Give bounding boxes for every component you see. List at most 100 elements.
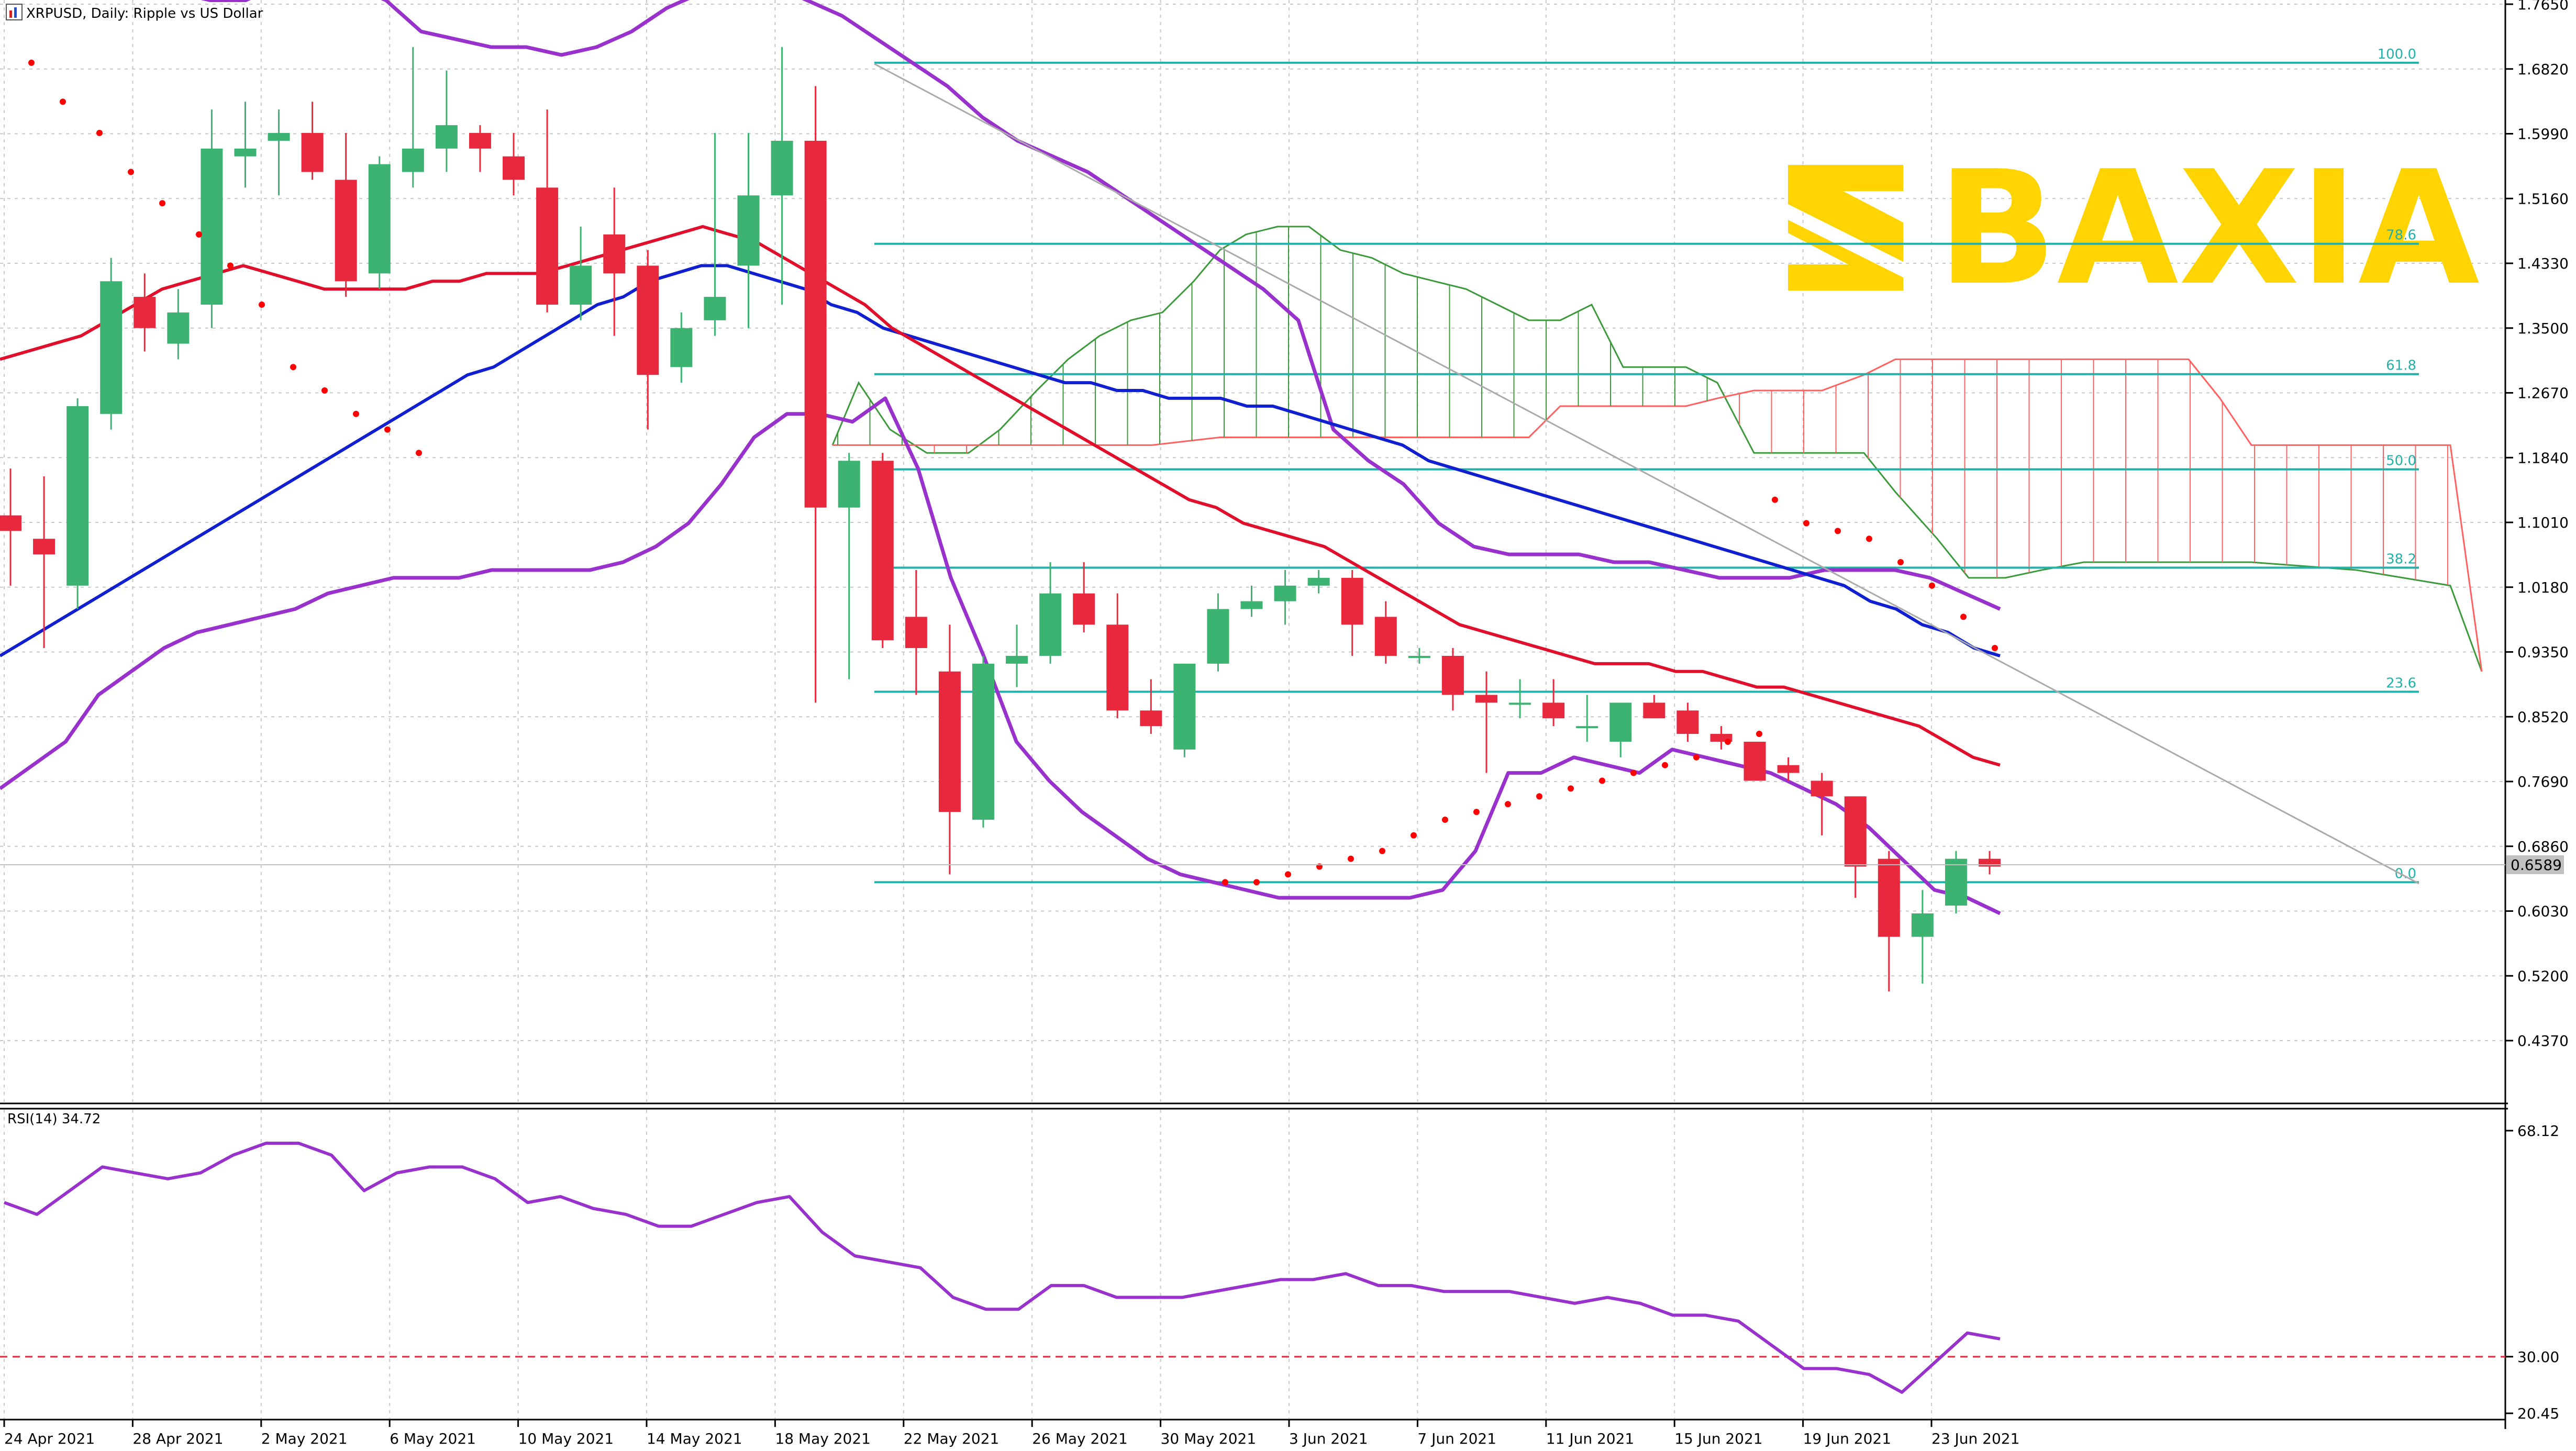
sar-dot: [159, 200, 165, 207]
date-tick-label: 24 Apr 2021: [4, 1430, 95, 1447]
date-tick-label: 23 Jun 2021: [1931, 1430, 2019, 1447]
indicator-lines: [0, 0, 2001, 916]
candle-body: [771, 140, 793, 196]
candle-body: [1676, 710, 1699, 734]
candle-body: [1509, 702, 1531, 705]
sar-dot: [60, 98, 66, 105]
candle-body: [1609, 702, 1632, 742]
date-tick-label: 15 Jun 2021: [1674, 1430, 1762, 1447]
date-tick-label: 6 May 2021: [390, 1430, 476, 1447]
candle-body: [1073, 593, 1095, 625]
moving-average-slow: [0, 264, 2001, 657]
candle-body: [1475, 695, 1497, 703]
price-tick-label: 1.5160: [2517, 190, 2569, 207]
sar-dot: [1929, 582, 1935, 589]
candle-body: [1408, 655, 1430, 658]
sar-dot: [290, 364, 296, 371]
candle-body: [1207, 609, 1229, 664]
rsi-line: [3, 1142, 2001, 1394]
sar-dot: [1725, 738, 1731, 745]
sar-dot: [1803, 520, 1809, 527]
candle-body: [1878, 858, 1900, 937]
baxia-logo-text: BAXIA: [1937, 137, 2481, 320]
candle-body: [1441, 655, 1464, 695]
candle-body: [603, 234, 626, 274]
moving-average-fast: [0, 225, 2001, 767]
price-tick-label: 0.7690: [2517, 773, 2569, 790]
candle-body: [1945, 858, 1967, 906]
price-tick-label: 1.3500: [2517, 320, 2569, 337]
candle-body: [804, 140, 827, 508]
sar-dot: [196, 231, 202, 238]
candle-body: [1307, 577, 1330, 586]
bollinger-lower: [0, 396, 2001, 916]
window-icon-bar-1: [9, 10, 12, 18]
fib-level-label: 100.0: [2378, 47, 2416, 62]
rsi-tick-label: 30.00: [2517, 1348, 2559, 1366]
date-tick-label: 30 May 2021: [1161, 1430, 1257, 1447]
candle-body: [1979, 858, 2001, 867]
candle-body: [335, 180, 357, 282]
window-icon: [6, 4, 23, 20]
price-tick-label: 1.1010: [2517, 514, 2569, 531]
date-tick-label: 14 May 2021: [647, 1430, 742, 1447]
sar-dot: [1348, 855, 1354, 862]
sar-dot: [1756, 731, 1762, 738]
price-tick-label: 0.6860: [2517, 838, 2569, 855]
candle-body: [905, 617, 927, 649]
candle-body: [134, 297, 156, 328]
date-axis[interactable]: 24 Apr 2021 28 Apr 2021 2 May 2021 6 May 20…: [3, 1420, 2019, 1447]
sar-dot: [1897, 559, 1904, 566]
candle-body: [670, 328, 693, 367]
rsi-label: RSI(14) 34.72: [7, 1111, 101, 1127]
candle-body: [368, 164, 391, 274]
candle-body: [1106, 624, 1129, 711]
candle-body: [301, 133, 324, 172]
fib-level-label: 0.0: [2395, 866, 2416, 881]
sar-dot: [1505, 801, 1511, 808]
sar-dot: [1379, 847, 1385, 854]
candle-body: [1844, 796, 1867, 867]
price-tick-label: 0.6030: [2517, 903, 2569, 920]
candle-body: [838, 461, 860, 508]
sar-dot: [321, 387, 328, 394]
rsi-tick-label: 20.45: [2517, 1405, 2559, 1422]
candle-body: [1039, 593, 1062, 656]
sar-dot: [1536, 793, 1542, 800]
price-tick-label: 0.9350: [2517, 644, 2569, 661]
date-tick-label: 22 May 2021: [904, 1430, 1000, 1447]
date-tick-label: 26 May 2021: [1032, 1430, 1128, 1447]
candle-body: [1744, 741, 1766, 781]
trend-line[interactable]: [874, 63, 2419, 885]
date-tick-label: 2 May 2021: [261, 1430, 348, 1447]
ichimoku-cloud: [831, 226, 2483, 672]
candle-body: [503, 156, 525, 180]
price-tick-label: 0.8520: [2517, 708, 2569, 726]
sar-dot: [1992, 645, 1998, 652]
sar-dot: [1599, 777, 1605, 784]
candle-body: [167, 312, 190, 344]
date-tick-label: 28 Apr 2021: [132, 1430, 223, 1447]
rsi-tick-label: 68.12: [2517, 1122, 2559, 1140]
sar-dot: [1866, 535, 1872, 542]
window-title: XRPUSD, Daily: Ripple vs US Dollar: [26, 6, 263, 21]
price-tick-label: 1.1840: [2517, 449, 2569, 466]
candlesticks: [0, 47, 2001, 992]
candle-body: [637, 265, 659, 375]
price-axis[interactable]: 1.7650 1.6820 1.5990 1.5160 1.4330 1.3500 1.26…: [2505, 0, 2569, 1050]
candle-body: [570, 265, 592, 305]
cloud-span-a: [831, 226, 2483, 672]
price-tick-label: 1.6820: [2517, 61, 2569, 78]
price-tick-label: 1.0180: [2517, 579, 2569, 596]
candle-body: [1811, 780, 1833, 797]
current-price-tag: [2506, 855, 2564, 874]
fibonacci-levels: 100.0 78.6 61.8 50.0 38.2 23.6 0.0: [874, 47, 2419, 884]
parabolic-sar: [28, 59, 1998, 886]
candle-body: [66, 406, 89, 586]
date-tick-label: 19 Jun 2021: [1803, 1430, 1891, 1447]
candle-body: [1576, 726, 1598, 729]
candle-body: [234, 148, 257, 157]
fib-level-label: 50.0: [2386, 453, 2416, 469]
sar-dot: [1960, 613, 1967, 620]
